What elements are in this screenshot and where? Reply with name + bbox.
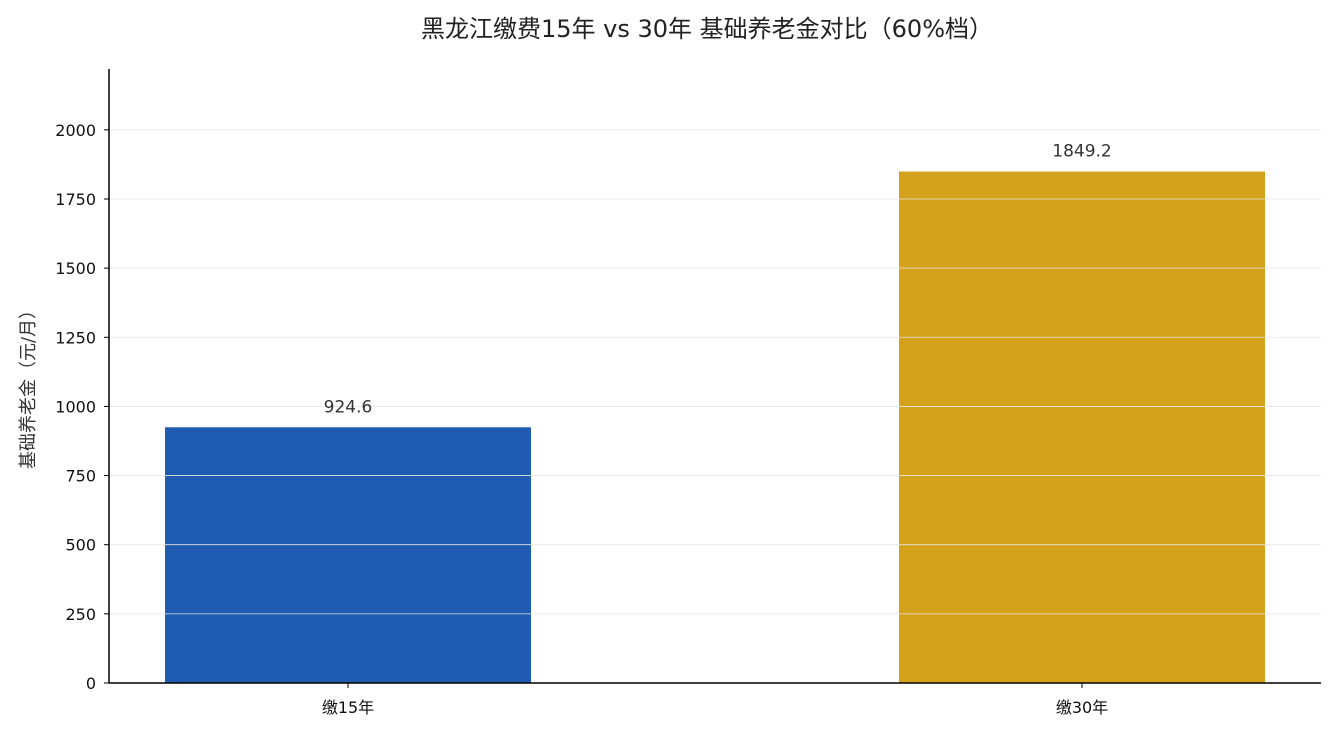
bar-value-label-2: 1849.2	[1052, 142, 1111, 162]
x-tick-label: 缴30年	[1056, 698, 1108, 717]
y-tick-label: 1000	[55, 397, 96, 416]
x-tick-label: 缴15年	[322, 698, 374, 717]
y-tick-label: 1750	[55, 190, 96, 209]
y-ticks: 0 250 500 750 1000 1250 1500 1750 2000	[55, 121, 109, 693]
bar-value-label-1: 924.6	[324, 397, 373, 417]
x-ticks: 缴15年 缴30年	[322, 683, 1108, 717]
y-axis-label: 基础养老金（元/月）	[18, 301, 39, 469]
value-labels: 924.6 1849.2	[324, 142, 1112, 418]
axes	[108, 69, 1321, 684]
y-tick-label: 250	[65, 605, 96, 624]
bar-2	[899, 171, 1265, 683]
bar-1	[165, 427, 531, 683]
y-tick-label: 1250	[55, 328, 96, 347]
bars	[165, 171, 1265, 683]
y-tick-label: 0	[86, 674, 96, 693]
y-tick-label: 750	[65, 467, 96, 486]
chart-title: 黑龙江缴费15年 vs 30年 基础养老金对比（60%档）	[421, 15, 993, 43]
y-tick-label: 500	[65, 536, 96, 555]
y-tick-label: 2000	[55, 121, 96, 140]
y-tick-label: 1500	[55, 259, 96, 278]
